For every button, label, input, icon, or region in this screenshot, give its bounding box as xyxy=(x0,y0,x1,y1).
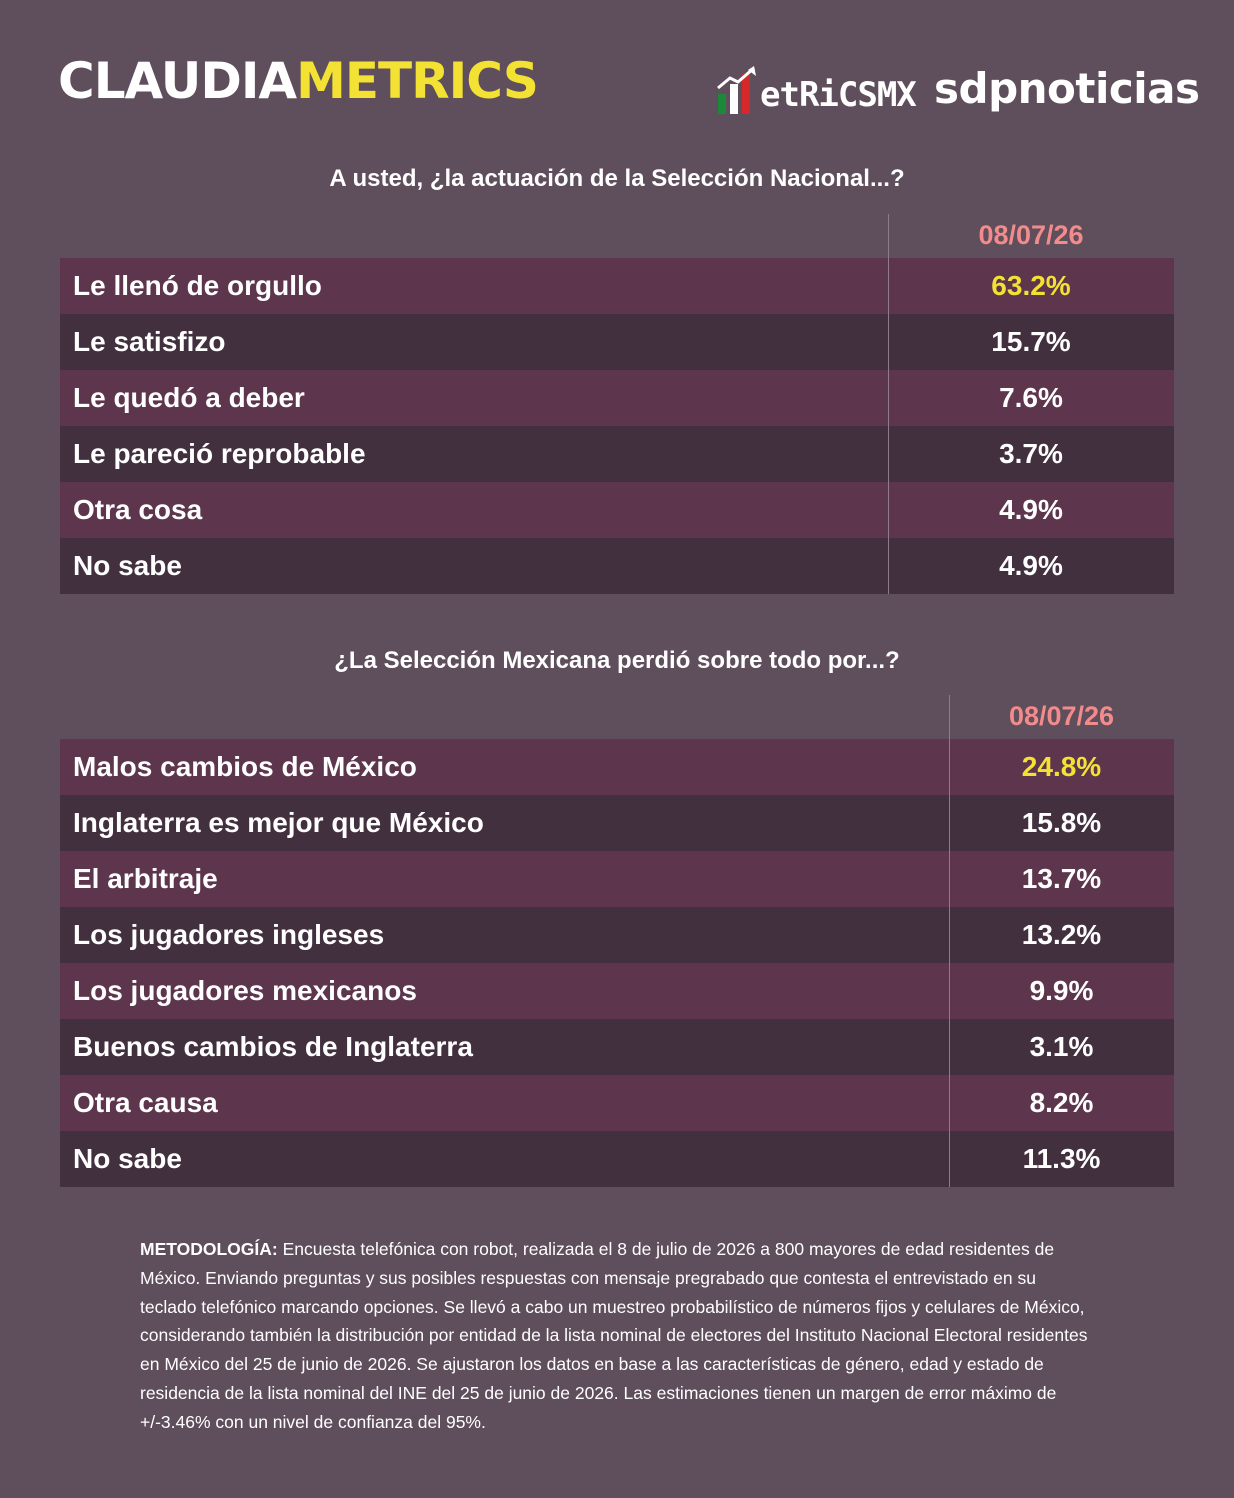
table-rows: Malos cambios de México 24.8% Inglaterra e… xyxy=(60,739,1174,1187)
row-value: 4.9% xyxy=(999,550,1063,581)
bar-chart-arrow-icon xyxy=(717,66,756,114)
row-label: Otra cosa xyxy=(73,494,203,525)
row-label: Le satisfizo xyxy=(73,326,226,357)
row-label: Le pareció reprobable xyxy=(73,438,366,469)
row-value: 13.7% xyxy=(1021,863,1102,894)
table-header: 08/07/26 xyxy=(60,214,1174,258)
sdpnoticias-logo: sdpnoticias xyxy=(934,64,1200,113)
claudiametrics-logo: CLAUDIAMETRICS xyxy=(58,52,539,110)
table-row: No sabe 4.9% xyxy=(60,538,1174,594)
methodology-label: METODOLOGÍA: xyxy=(140,1239,278,1259)
table-rows: Le llenó de orgullo 63.2% Le satisfizo 15.7… xyxy=(60,258,1174,594)
row-label: No sabe xyxy=(73,1143,182,1174)
metricsmx-logo: etRiCSMX xyxy=(716,60,917,116)
row-value: 7.6% xyxy=(999,382,1063,413)
row-value: 3.7% xyxy=(999,438,1063,469)
row-value: 4.9% xyxy=(999,494,1063,525)
brand-part2: METRICS xyxy=(296,52,539,110)
table-row: Los jugadores ingleses 13.2% xyxy=(60,907,1174,963)
table-row: Le llenó de orgullo 63.2% xyxy=(60,258,1174,314)
table-row: No sabe 11.3% xyxy=(60,1131,1174,1187)
row-label: Buenos cambios de Inglaterra xyxy=(73,1031,473,1062)
table-row: Malos cambios de México 24.8% xyxy=(60,739,1174,795)
table-row: Le satisfizo 15.7% xyxy=(60,314,1174,370)
row-value: 9.9% xyxy=(1029,975,1094,1006)
date-column-header: 08/07/26 xyxy=(978,220,1084,250)
row-label: Le quedó a deber xyxy=(73,382,305,413)
table-row: Buenos cambios de Inglaterra 3.1% xyxy=(60,1019,1174,1075)
methodology-text: Encuesta telefónica con robot, realizada… xyxy=(140,1239,1088,1432)
row-value: 63.2% xyxy=(991,270,1071,301)
row-label: Los jugadores ingleses xyxy=(73,919,385,950)
table-header: 08/07/26 xyxy=(60,695,1174,739)
table-row: Le pareció reprobable 3.7% xyxy=(60,426,1174,482)
row-value: 11.3% xyxy=(1022,1143,1101,1174)
row-value: 24.8% xyxy=(1021,751,1102,782)
table-row: Inglaterra es mejor que México 15.8% xyxy=(60,795,1174,851)
methodology-note: METODOLOGÍA: Encuesta telefónica con rob… xyxy=(140,1235,1095,1437)
row-label: Malos cambios de México xyxy=(73,751,417,782)
row-label: Le llenó de orgullo xyxy=(73,270,322,301)
question-1-title: A usted, ¿la actuación de la Selección N… xyxy=(329,165,905,192)
question-2-title: ¿La Selección Mexicana perdió sobre todo… xyxy=(334,647,900,674)
table-row: Otra causa 8.2% xyxy=(60,1075,1174,1131)
header: CLAUDIAMETRICS etRiCSMX sdpnoticias xyxy=(0,0,1234,140)
brand-part1: CLAUDIA xyxy=(58,52,297,110)
metricsmx-text: etRiCSMX xyxy=(760,75,917,115)
date-column-header: 08/07/26 xyxy=(1008,701,1115,731)
row-value: 15.8% xyxy=(1021,807,1102,838)
row-label: El arbitraje xyxy=(73,863,218,894)
results-table-2: 08/07/26 Malos cambios de México 24.8% Ing… xyxy=(60,695,1174,1187)
table-row: El arbitraje 13.7% xyxy=(60,851,1174,907)
row-label: Otra causa xyxy=(73,1087,218,1118)
column-divider xyxy=(949,695,950,1187)
row-value: 13.2% xyxy=(1021,919,1102,950)
column-divider xyxy=(888,214,889,594)
table-row: Otra cosa 4.9% xyxy=(60,482,1174,538)
table-row: Los jugadores mexicanos 9.9% xyxy=(60,963,1174,1019)
results-table-1: 08/07/26 Le llenó de orgullo 63.2% Le sati… xyxy=(60,214,1174,594)
row-label: Los jugadores mexicanos xyxy=(73,975,417,1006)
row-value: 3.1% xyxy=(1029,1031,1094,1062)
row-label: Inglaterra es mejor que México xyxy=(73,807,484,838)
row-label: No sabe xyxy=(73,550,182,581)
row-value: 8.2% xyxy=(1029,1087,1094,1118)
row-value: 15.7% xyxy=(991,326,1071,357)
table-row: Le quedó a deber 7.6% xyxy=(60,370,1174,426)
